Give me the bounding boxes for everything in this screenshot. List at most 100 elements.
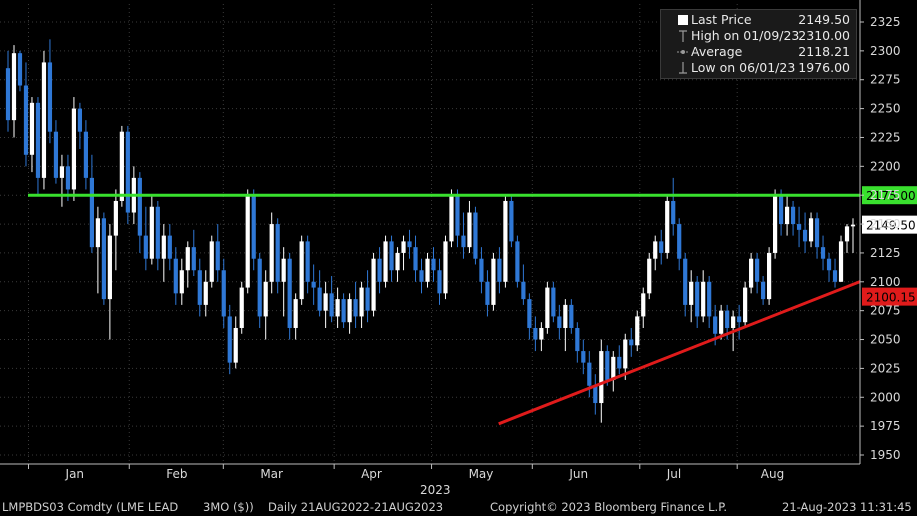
candle-body [593, 385, 598, 404]
candle-body [143, 235, 148, 259]
candle [557, 304, 562, 340]
candle-body [341, 299, 346, 323]
candle-body [89, 177, 94, 248]
candle [89, 154, 94, 253]
candle [599, 339, 604, 423]
candle [497, 247, 502, 294]
candle [179, 258, 184, 305]
candle-body [437, 270, 442, 294]
last-price-tag [862, 215, 917, 234]
candle-body [796, 224, 802, 230]
candle [820, 235, 826, 271]
candle [701, 270, 706, 323]
candle [353, 281, 358, 328]
candle [215, 224, 220, 282]
candle-body [5, 68, 11, 121]
candle-body [383, 241, 388, 282]
candle-body [155, 206, 160, 259]
candle-body [749, 258, 754, 288]
candle-body [101, 218, 106, 300]
candle [173, 247, 178, 305]
candle-body [95, 218, 100, 248]
candle-body [701, 281, 706, 317]
candle-body [725, 310, 730, 328]
legend-label: Average [691, 44, 743, 59]
candle [749, 252, 754, 294]
candle [227, 304, 232, 375]
candle [437, 258, 442, 305]
candle [515, 235, 520, 288]
candle [850, 218, 856, 253]
average-marker-icon [677, 50, 689, 54]
resistance-tag-label: 2175.00 [866, 189, 916, 203]
x-month-label: Apr [361, 467, 382, 481]
y-tick-label: 1975 [870, 419, 901, 433]
candle-body [635, 316, 640, 346]
candle-body [461, 235, 466, 248]
candle-body [299, 241, 304, 300]
candle [317, 270, 322, 317]
candle [629, 327, 634, 357]
candle [149, 195, 154, 265]
candle-body [641, 293, 646, 317]
candle [65, 154, 71, 201]
support-tag-label: 2100.15 [866, 291, 916, 305]
candle-body [467, 212, 472, 248]
legend-label: Last Price [691, 12, 752, 27]
candle-body [784, 206, 790, 225]
candle-body [820, 247, 826, 259]
candle-body [443, 241, 448, 294]
candle-body [814, 218, 820, 248]
candle [257, 252, 262, 328]
candle-body [119, 131, 124, 201]
candle [569, 299, 574, 334]
candle [209, 235, 214, 288]
candle [293, 293, 298, 340]
candle [635, 310, 640, 352]
candle [71, 97, 77, 201]
candle-body [761, 281, 766, 300]
candle-body [509, 200, 514, 242]
candle-body [29, 102, 35, 155]
candle [778, 189, 784, 236]
candle-body [221, 270, 226, 317]
candle-body [65, 166, 71, 190]
candle [647, 252, 652, 300]
y-axis: 1950 1975 2000 2025 2050 2075 2100 2125 2150 2175… [859, 0, 901, 464]
footer-tenor: 3MO ($)) [203, 500, 254, 514]
candle [287, 252, 292, 340]
resistance-tag [862, 186, 917, 205]
candle [77, 102, 83, 150]
candle [689, 270, 694, 323]
x-month-label: Mar [260, 467, 283, 481]
candle [617, 345, 622, 375]
candle [137, 172, 142, 253]
candle-body [772, 195, 778, 253]
candle [473, 206, 478, 265]
y-tick-label: 2250 [870, 102, 901, 116]
candle-body [77, 108, 83, 132]
legend-value: 2310.00 [798, 28, 850, 43]
candle [197, 258, 202, 317]
last-price-tag-label: 2149.50 [866, 219, 916, 233]
candle [143, 206, 148, 271]
candle [365, 270, 370, 323]
candle-body [305, 241, 310, 282]
candle [737, 304, 742, 340]
candle [527, 293, 532, 340]
candle [329, 276, 334, 323]
candle [281, 247, 286, 317]
candle [521, 264, 526, 305]
candle-body [491, 258, 496, 305]
candle-body [838, 241, 844, 282]
footer-copyright: Copyright© 2023 Bloomberg Finance L.P. [490, 500, 727, 514]
footer-timestamp: 21-Aug-2023 11:31:45 [782, 500, 912, 514]
candle-body [149, 206, 154, 259]
candle [125, 125, 130, 225]
candle [719, 304, 724, 340]
candle [533, 316, 538, 352]
candle [755, 252, 760, 294]
candle [575, 322, 580, 363]
x-month-label: Jan [65, 467, 85, 481]
candle-body [353, 299, 358, 317]
